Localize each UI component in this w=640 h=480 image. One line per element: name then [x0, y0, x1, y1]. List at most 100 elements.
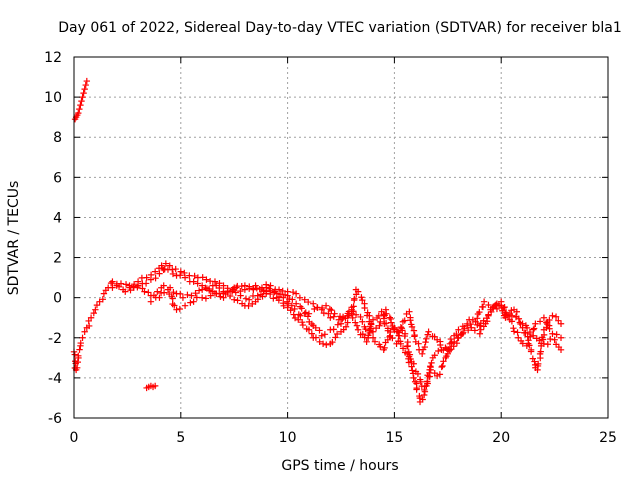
data-point [253, 285, 261, 292]
data-point [216, 280, 223, 287]
data-point [287, 307, 294, 314]
data-point [397, 323, 405, 331]
data-point [143, 274, 150, 281]
data-point [498, 298, 505, 305]
data-point [399, 327, 406, 334]
data-point [547, 335, 554, 343]
data-point [438, 346, 445, 354]
data-point [242, 295, 250, 302]
data-point [435, 347, 442, 355]
data-point [134, 284, 141, 291]
data-point [326, 305, 334, 313]
data-point [245, 302, 252, 310]
data-point [393, 328, 401, 335]
data-point [220, 290, 227, 297]
data-point [270, 295, 277, 302]
data-point [351, 295, 358, 302]
data-point [397, 340, 405, 347]
data-point [557, 334, 565, 341]
data-point [93, 301, 101, 309]
data-point [537, 340, 545, 347]
data-point [525, 340, 532, 347]
data-point [534, 360, 542, 368]
data-point [386, 314, 393, 321]
data-point [275, 286, 283, 293]
data-point [151, 382, 159, 390]
data-point [192, 290, 199, 297]
data-point [170, 289, 177, 296]
data-point [224, 288, 231, 295]
data-point [171, 302, 178, 309]
data-point [298, 305, 305, 312]
data-point [284, 288, 291, 295]
data-point [292, 290, 300, 297]
data-point [172, 265, 179, 273]
x-axis-label: GPS time / hours [281, 458, 398, 474]
data-point [87, 314, 95, 321]
data-point [442, 344, 449, 351]
data-point [359, 330, 367, 338]
data-point [387, 319, 395, 326]
data-point [250, 286, 257, 293]
data-point [515, 334, 522, 341]
data-point [83, 77, 91, 85]
data-point [399, 345, 407, 352]
data-point [237, 292, 244, 299]
data-point [413, 386, 420, 393]
data-point [447, 335, 455, 343]
data-point [308, 330, 316, 337]
data-point [453, 330, 460, 338]
data-point [206, 287, 213, 294]
data-point [299, 321, 307, 329]
data-point [164, 286, 172, 293]
data-point [427, 362, 434, 370]
data-point [73, 364, 81, 372]
data-point [92, 306, 99, 313]
data-point [291, 305, 298, 313]
data-point [358, 294, 365, 301]
data-point [421, 388, 429, 395]
data-point [79, 93, 86, 101]
data-point [312, 324, 319, 332]
data-point [549, 312, 556, 319]
data-point [339, 313, 347, 321]
data-point [467, 320, 474, 328]
data-point [141, 288, 148, 295]
y-tick-label: 4 [53, 210, 62, 226]
y-tick-label: 10 [44, 90, 62, 106]
data-point [177, 268, 184, 275]
plot-frame [73, 56, 609, 419]
data-point [363, 338, 370, 345]
data-point [260, 288, 267, 295]
data-point [169, 270, 177, 278]
data-point [319, 340, 327, 348]
data-point [245, 296, 253, 303]
data-point [362, 325, 369, 333]
data-point [234, 297, 241, 304]
data-point [408, 323, 416, 331]
data-point [233, 284, 240, 291]
data-point [483, 318, 491, 325]
data-point [530, 325, 538, 332]
data-point [500, 304, 507, 312]
data-point [109, 284, 116, 291]
data-point [349, 314, 356, 322]
data-point [270, 289, 278, 296]
data-point [323, 341, 330, 348]
data-point [191, 272, 198, 280]
chart-title: Day 061 of 2022, Sidereal Day-to-day VTE… [58, 20, 621, 36]
data-point [169, 295, 176, 302]
data-point [354, 288, 362, 295]
data-point [75, 352, 82, 360]
data-point [537, 348, 544, 355]
data-point [90, 309, 98, 317]
data-point [330, 326, 337, 333]
data-point [285, 300, 292, 307]
data-point [334, 321, 342, 328]
data-point [207, 292, 214, 299]
data-point [312, 334, 320, 341]
data-point [514, 329, 521, 336]
data-point [262, 281, 270, 288]
data-point [526, 330, 534, 338]
data-point [226, 292, 234, 300]
